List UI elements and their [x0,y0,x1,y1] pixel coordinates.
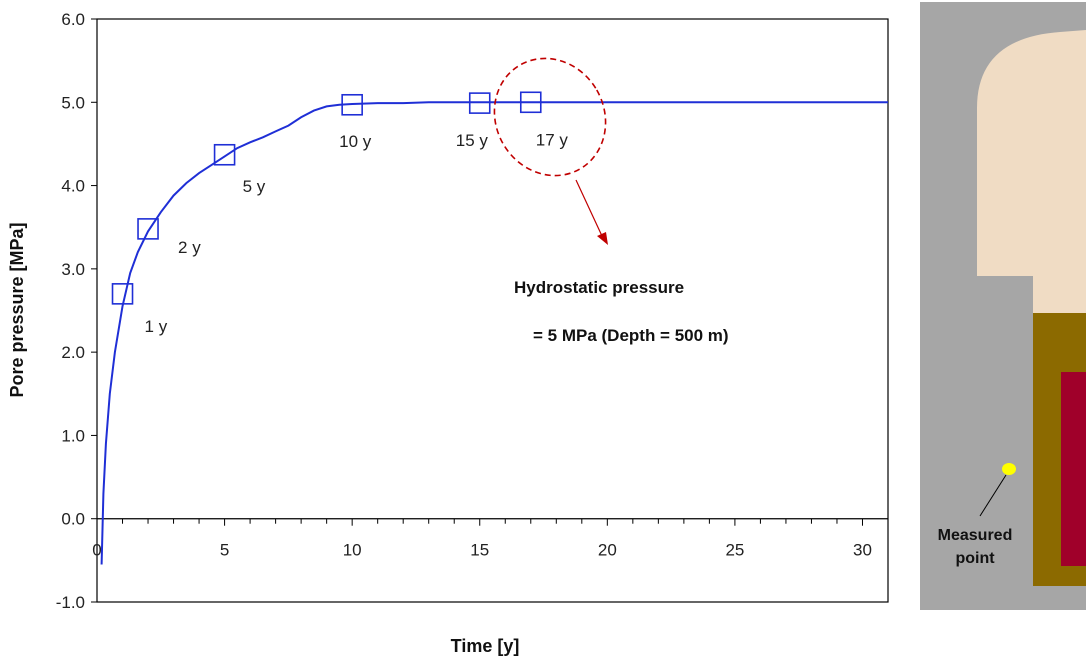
annotation-line1: Hydrostatic pressure [514,278,684,297]
x-axis-title: Time [y] [451,636,520,656]
callout-ellipse [493,57,607,177]
plot-area [96,18,889,603]
x-tick-label: 20 [598,541,617,560]
time-marker-square [468,92,491,114]
y-axis-ticks: -1.0 0.0 1.0 2.0 3.0 4.0 5.0 6.0 [56,10,97,612]
x-axis-ticks: 0 5 10 15 20 25 30 [92,518,889,560]
repository-diagram: Measured point [920,2,1086,610]
canister [1061,372,1086,566]
y-tick-label: 0.0 [61,510,85,529]
y-tick-label: 2.0 [61,343,85,362]
time-marker-label: 1 y [145,317,168,336]
y-axis-title: Pore pressure [MPa] [7,222,27,397]
y-tick-label: 1.0 [61,426,85,445]
y-tick-label: 4.0 [61,177,85,196]
measured-point-leader [979,474,1007,517]
measured-point-dot [1002,463,1016,475]
time-marker-square [111,283,134,305]
time-marker-label: 10 y [339,132,372,151]
y-tick-label: 5.0 [61,93,85,112]
annotation-line2: = 5 MPa (Depth = 500 m) [533,326,729,345]
y-tick-label: 3.0 [61,260,85,279]
x-tick-label: 0 [92,541,101,560]
time-marker-square [213,143,236,166]
x-tick-label: 10 [343,541,362,560]
x-tick-label: 25 [725,541,744,560]
y-tick-label: 6.0 [61,10,85,29]
time-marker-square [519,91,542,114]
excavation-shape [977,30,1086,316]
time-marker-square [341,93,363,116]
callout-arrow-line [575,179,603,237]
time-markers: 1 y 2 y 5 y 10 y 15 y 17 y [111,91,569,336]
x-tick-label: 5 [220,541,229,560]
callout-arrowhead [597,232,608,245]
time-marker-label: 15 y [456,131,489,150]
time-marker-label: 2 y [178,238,201,257]
x-tick-label: 30 [853,541,872,560]
pore-pressure-line [100,101,888,565]
x-tick-label: 15 [470,541,489,560]
time-marker-square [137,218,159,240]
time-marker-label: 5 y [243,177,266,196]
time-marker-label: 17 y [536,130,569,149]
measured-point-label-line2: point [955,550,995,567]
measured-point-label-line1: Measured [938,527,1013,544]
y-tick-label: -1.0 [56,593,85,612]
